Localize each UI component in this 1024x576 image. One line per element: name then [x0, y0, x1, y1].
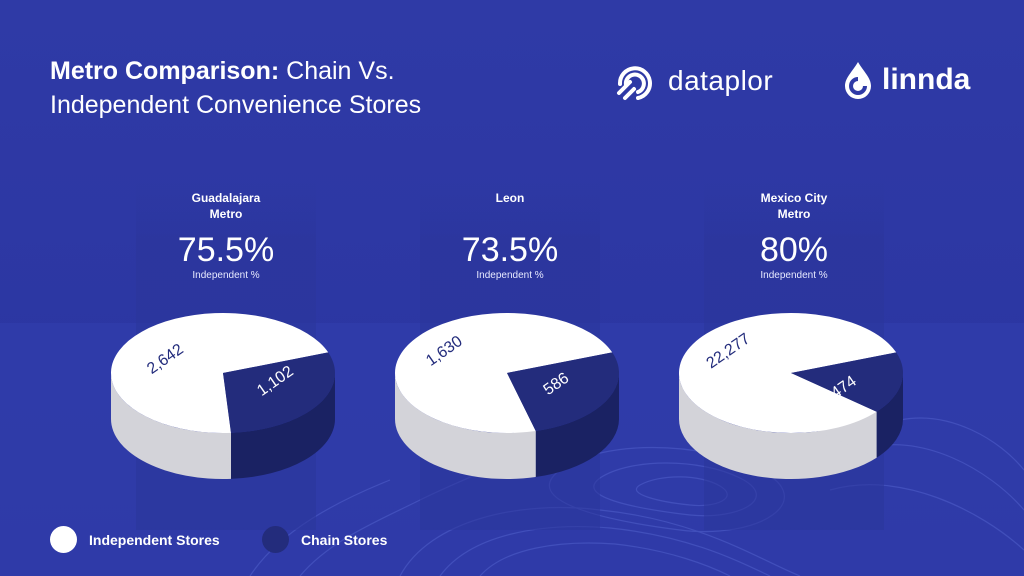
title-line2: Independent Convenience Stores	[50, 91, 422, 119]
panel-title-guadalajara: Guadalajara Metro	[136, 190, 316, 222]
panel-title-line: Guadalajara	[191, 191, 261, 205]
legend-item-independent: Independent Stores	[50, 526, 220, 553]
pie-side-independent	[679, 373, 877, 479]
panel-title-line: Metro	[209, 207, 243, 221]
panel-title-line: Leon	[495, 191, 525, 205]
pie-slice-chain	[507, 352, 619, 431]
dataplor-logo: dataplor	[614, 60, 773, 102]
page-title: Metro Comparison: Chain Vs. Independent …	[50, 54, 421, 122]
title-rest: Chain Vs.	[279, 57, 395, 85]
legend-item-chain: Chain Stores	[262, 526, 387, 553]
pie-slice-chain	[791, 352, 903, 412]
legend-swatch-chain	[262, 526, 289, 553]
percent-leon: 73.5%	[461, 231, 559, 269]
legend-label-independent: Independent Stores	[89, 531, 220, 548]
linnda-drop-icon	[845, 62, 871, 99]
pie-side-chain	[535, 373, 619, 477]
pie-slice-independent	[679, 313, 897, 433]
panel-title-mexico-city: Mexico City Metro	[704, 190, 884, 222]
panel-title-line: Mexico City	[760, 191, 828, 205]
pie-side-independent	[395, 373, 536, 479]
pie-side-chain	[876, 373, 903, 458]
pie-slice-chain	[223, 352, 335, 433]
panel-title-line: Metro	[777, 207, 811, 221]
dataplor-mark-icon	[617, 66, 652, 100]
legend-label-chain: Chain Stores	[301, 531, 388, 548]
pie-slice-independent	[111, 313, 329, 434]
pie-side-chain	[230, 373, 335, 479]
title-bold: Metro Comparison:	[50, 57, 280, 85]
percent-mexico-city: 80%	[759, 231, 829, 269]
linnda-logo-text: linnda	[882, 63, 971, 96]
legend-swatch-independent	[50, 526, 77, 553]
pie-slice-independent	[395, 313, 613, 433]
caption-mexico-city: Independent %	[760, 270, 828, 281]
caption-guadalajara: Independent %	[192, 270, 260, 281]
linnda-logo: linnda	[842, 60, 970, 100]
percent-guadalajara: 75.5%	[177, 231, 275, 269]
caption-leon: Independent %	[476, 270, 544, 281]
panel-title-leon: Leon	[420, 190, 600, 206]
dataplor-logo-text: dataplor	[668, 65, 774, 96]
pie-side-independent	[111, 373, 231, 479]
